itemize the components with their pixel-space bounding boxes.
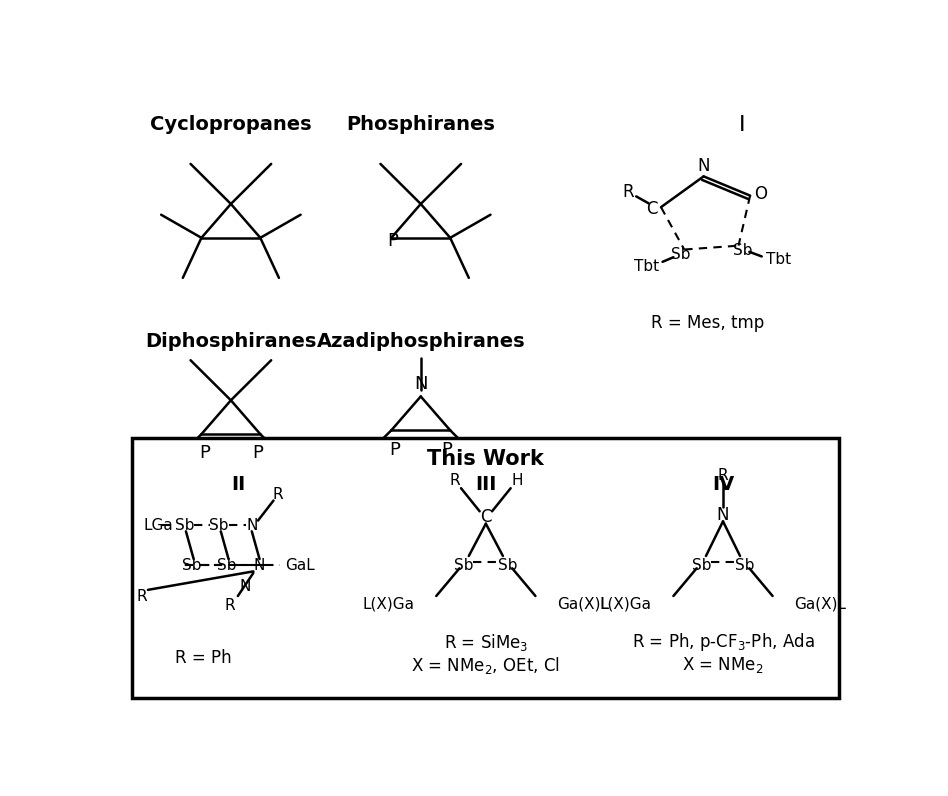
Text: Sb: Sb <box>734 243 753 258</box>
Text: Phosphiranes: Phosphiranes <box>346 115 495 135</box>
Text: R: R <box>137 588 147 603</box>
Text: Tbt: Tbt <box>766 252 792 267</box>
Text: C: C <box>646 200 658 218</box>
Text: N: N <box>240 579 251 595</box>
Text: III: III <box>475 475 497 494</box>
Text: R: R <box>225 598 235 613</box>
Text: Sb: Sb <box>691 559 711 573</box>
Text: IV: IV <box>712 475 734 494</box>
Text: Ga(X)L: Ga(X)L <box>794 596 847 611</box>
Text: C: C <box>480 509 492 526</box>
Text: Sb: Sb <box>498 559 518 573</box>
Text: Azadiphosphiranes: Azadiphosphiranes <box>317 333 525 351</box>
Text: Cyclopropanes: Cyclopropanes <box>150 115 312 135</box>
Text: Sb: Sb <box>671 247 691 262</box>
Text: O: O <box>755 185 768 203</box>
Text: P: P <box>252 444 263 462</box>
Text: N: N <box>246 517 258 533</box>
Text: N: N <box>717 506 729 525</box>
Text: R: R <box>623 183 634 201</box>
Text: Sb: Sb <box>174 517 194 533</box>
Text: Sb: Sb <box>735 559 755 573</box>
Text: L(X)Ga: L(X)Ga <box>362 596 414 611</box>
Text: R = Ph, p-CF$_3$-Ph, Ada: R = Ph, p-CF$_3$-Ph, Ada <box>631 631 814 654</box>
Text: P: P <box>389 440 400 458</box>
Text: Diphosphiranes: Diphosphiranes <box>145 333 317 351</box>
Text: R = Ph: R = Ph <box>175 649 232 666</box>
Text: R = Mes, tmp: R = Mes, tmp <box>651 314 764 332</box>
Text: L(X)Ga: L(X)Ga <box>600 596 651 611</box>
Text: Sb: Sb <box>454 559 474 573</box>
Text: Ga(X)L: Ga(X)L <box>557 596 610 611</box>
Text: Tbt: Tbt <box>634 259 660 274</box>
Text: LGa: LGa <box>143 517 173 533</box>
Text: Sb: Sb <box>210 517 229 533</box>
Text: H: H <box>511 473 522 488</box>
Text: GaL: GaL <box>285 558 315 572</box>
Text: Sb: Sb <box>217 558 237 572</box>
Text: N: N <box>698 157 710 174</box>
FancyBboxPatch shape <box>133 438 839 698</box>
Text: R: R <box>273 487 283 502</box>
Text: P: P <box>199 444 210 462</box>
Text: R = SiMe$_3$: R = SiMe$_3$ <box>444 632 528 653</box>
Text: R: R <box>718 467 728 482</box>
Text: This Work: This Work <box>428 449 544 469</box>
Text: X = NMe$_2$, OEt, Cl: X = NMe$_2$, OEt, Cl <box>411 655 560 676</box>
Text: P: P <box>388 232 398 250</box>
Text: I: I <box>739 115 746 135</box>
Text: R: R <box>449 473 460 488</box>
Text: X = NMe$_2$: X = NMe$_2$ <box>683 655 764 675</box>
Text: N: N <box>254 558 265 572</box>
Text: Sb: Sb <box>182 558 202 572</box>
Text: N: N <box>414 375 428 393</box>
Text: P: P <box>442 440 452 458</box>
Text: II: II <box>231 475 246 494</box>
